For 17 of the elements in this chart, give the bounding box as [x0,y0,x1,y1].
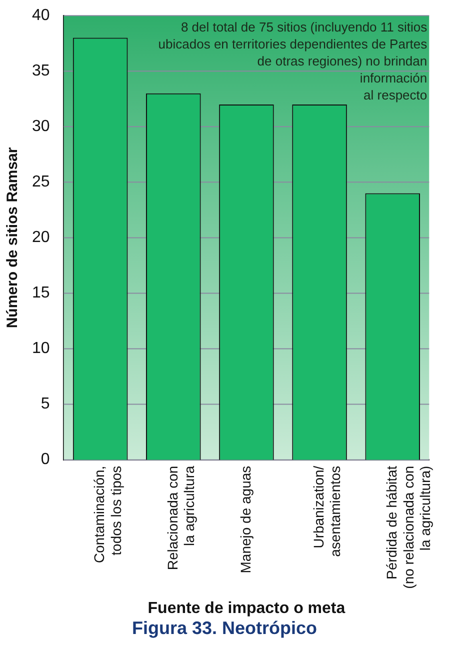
y-tick-label: 35 [32,62,50,80]
y-tick-label: 5 [40,396,50,413]
y-tick-label: 40 [32,7,50,24]
y-axis-title: Número de sitios Ramsar [4,147,22,328]
x-tick-label: Urbanization/ asentamientos [310,466,344,557]
x-axis-title: Fuente de impacto o meta [148,600,346,617]
y-tick-label: 25 [32,174,50,191]
y-tick-label: 30 [32,118,50,136]
y-tick-label: 0 [40,451,50,468]
y-tick-label: 20 [32,229,50,246]
x-tick-label: Pérdida de hábitat (no relacionada con la agricultura) [383,466,434,589]
text: Figura 33. Neotrópico [130,618,318,639]
y-tick-label: 15 [32,284,50,302]
x-tick-label: Manejo de aguas [237,466,254,574]
y-tick-label: 10 [32,340,50,358]
x-tick-label: Contaminación, todos los tipos [91,466,124,564]
annotation: 8 del total de 75 sitios (incluyendo 11 sitios ubicados en territories dependientes de Partes de otras regiones) no brindan información al respecto [158,20,428,103]
